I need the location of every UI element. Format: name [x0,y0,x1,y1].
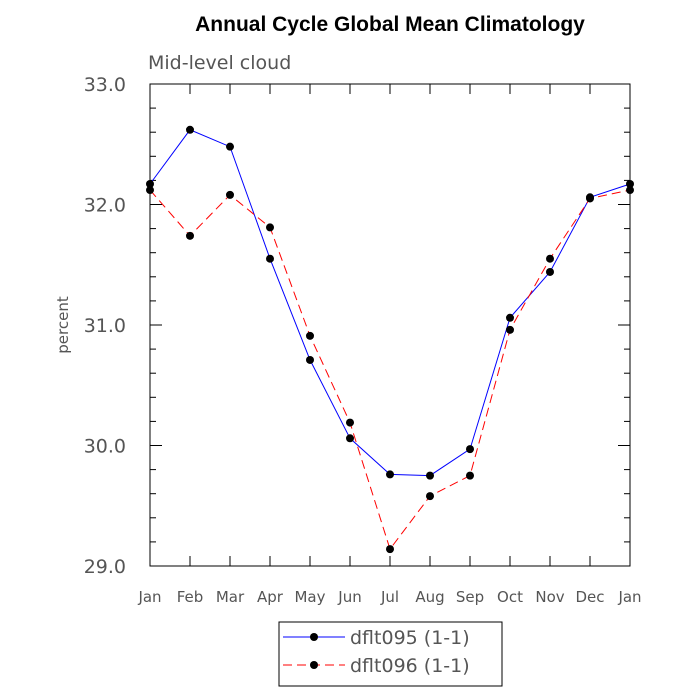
axis-ticks [149,83,631,567]
data-point-series-1 [266,254,274,263]
data-point-series-1 [426,471,434,480]
legend-marker-series-2 [310,661,318,669]
x-tick-label: May [294,588,325,606]
x-tick-label: Dec [575,588,604,606]
legend: dflt095 (1-1) dflt096 (1-1) [278,621,503,687]
y-axis-label: percent [54,296,72,354]
x-tick-label: Jan [617,588,641,606]
y-tick-label: 30.0 [84,436,126,458]
x-tick-label: Apr [257,588,284,606]
data-point-series-1 [306,355,314,364]
chart-subtitle: Mid-level cloud [148,52,291,74]
series-line-1 [149,129,631,477]
data-point-series-1 [506,313,514,322]
data-point-series-2 [306,331,314,340]
x-tick-label: Nov [535,588,564,606]
data-point-series-1 [186,125,194,134]
data-point-series-1 [546,267,554,276]
data-point-series-1 [346,434,354,443]
x-tick-label: Jun [337,588,361,606]
legend-marker-series-1 [310,633,318,641]
x-tick-label: Oct [497,588,523,606]
data-point-series-2 [226,190,234,199]
x-tick-label: Aug [415,588,444,606]
data-point-series-2 [586,194,594,203]
x-tick-labels: Jan Feb Mar Apr May Jun Jul Aug Sep Oct Nov Dec Jan [137,588,641,606]
y-tick-label: 32.0 [84,195,126,217]
series-line-2 [149,189,631,551]
y-tick-label: 29.0 [84,556,126,578]
y-tick-labels: 29.0 30.0 31.0 32.0 33.0 [84,74,126,578]
x-tick-label: Feb [177,588,204,606]
x-tick-label: Jul [380,588,399,606]
chart-title: Annual Cycle Global Mean Climatology [195,13,585,36]
data-point-series-2 [346,418,354,427]
y-tick-label: 31.0 [84,315,126,337]
data-point-series-2 [266,223,274,232]
data-point-series-2 [186,231,194,240]
series-layer [146,125,634,554]
legend-box [278,621,503,687]
data-point-series-2 [546,254,554,263]
data-point-series-2 [426,492,434,501]
x-tick-label: Mar [216,588,245,606]
data-point-series-2 [506,325,514,334]
data-point-series-2 [386,545,394,554]
legend-label-series-1: dflt095 (1-1) [350,627,470,649]
plot-frame [149,83,631,567]
data-point-series-1 [466,445,474,454]
x-tick-label: Jan [137,588,161,606]
x-tick-label: Sep [456,588,484,606]
data-point-series-1 [386,470,394,479]
data-point-series-1 [226,142,234,151]
data-point-series-2 [466,471,474,480]
y-tick-label: 33.0 [84,74,126,96]
legend-label-series-2: dflt096 (1-1) [350,655,470,677]
